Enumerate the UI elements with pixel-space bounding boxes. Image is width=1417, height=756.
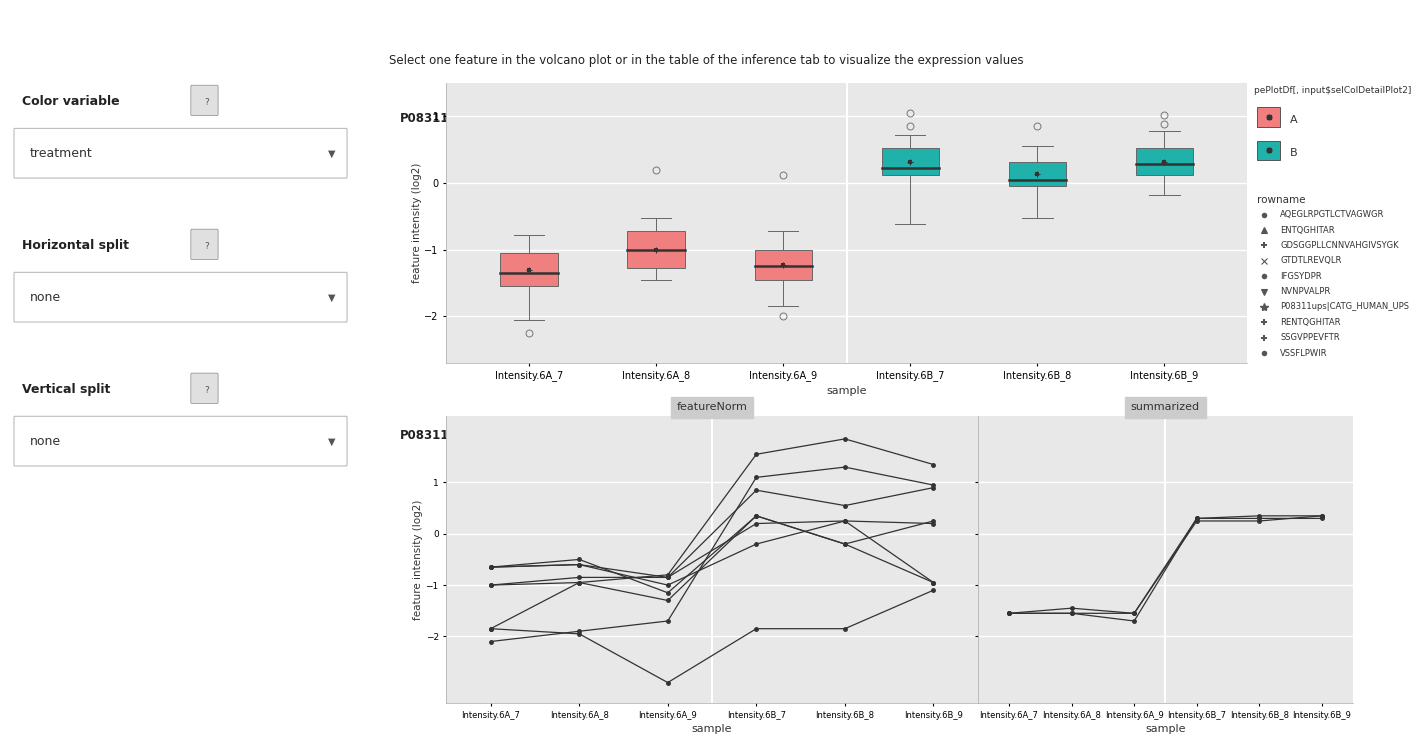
Text: Inference: Inference — [588, 11, 643, 25]
Text: ?: ? — [204, 98, 210, 107]
Text: ENTQGHITAR: ENTQGHITAR — [1280, 225, 1335, 234]
FancyBboxPatch shape — [191, 373, 218, 404]
Text: Select one feature in the volcano plot or in the table of the inference tab to v: Select one feature in the volcano plot o… — [390, 54, 1024, 67]
Text: P08311ups|CATG_HUMAN_UPS: P08311ups|CATG_HUMAN_UPS — [400, 429, 601, 442]
Text: ▼: ▼ — [327, 436, 336, 447]
Text: Summarization: Summarization — [376, 11, 465, 25]
Bar — [1136, 148, 1193, 175]
FancyBboxPatch shape — [14, 272, 347, 322]
FancyBboxPatch shape — [1257, 107, 1280, 126]
Text: treatment: treatment — [30, 147, 92, 160]
Text: Input: Input — [163, 11, 194, 25]
Bar — [1009, 162, 1066, 187]
Text: IFGSYDPR: IFGSYDPR — [1280, 271, 1322, 280]
Text: ?: ? — [204, 242, 210, 251]
Title: summarized: summarized — [1131, 402, 1200, 412]
Text: ?: ? — [204, 386, 210, 395]
Text: none: none — [30, 435, 61, 448]
Text: AQEGLRPGTLCTVAGWGR: AQEGLRPGTLCTVAGWGR — [1280, 210, 1384, 219]
Text: none: none — [30, 291, 61, 304]
FancyBboxPatch shape — [1257, 141, 1280, 160]
Text: A: A — [1289, 114, 1298, 125]
Text: VSSFLPWIR: VSSFLPWIR — [1280, 349, 1328, 358]
FancyBboxPatch shape — [14, 417, 347, 466]
FancyBboxPatch shape — [14, 129, 347, 178]
Text: Preprocessing: Preprocessing — [262, 11, 344, 25]
Text: GDSGGPLLCNNVAHGIVSYGK: GDSGGPLLCNNVAHGIVSYGK — [1280, 241, 1399, 250]
Text: P08311ups|CATG_HUMAN_UPS: P08311ups|CATG_HUMAN_UPS — [1280, 302, 1408, 311]
Text: NVNPVALPR: NVNPVALPR — [1280, 287, 1331, 296]
Y-axis label: feature intensity (log2): feature intensity (log2) — [411, 163, 422, 284]
Y-axis label: feature intensity (log2): feature intensity (log2) — [412, 499, 422, 620]
Bar — [754, 249, 812, 280]
FancyBboxPatch shape — [191, 229, 218, 259]
Text: B: B — [1289, 148, 1298, 158]
Bar — [881, 148, 939, 175]
X-axis label: sample: sample — [826, 386, 867, 395]
Text: SSGVPPEVFTR: SSGVPPEVFTR — [1280, 333, 1339, 342]
Text: Model: Model — [489, 11, 524, 25]
Text: ▼: ▼ — [327, 293, 336, 302]
Text: RENTQGHITAR: RENTQGHITAR — [1280, 318, 1340, 327]
Text: P08311ups|CATG_HUMAN_UPS: P08311ups|CATG_HUMAN_UPS — [400, 112, 601, 125]
Title: featureNorm: featureNorm — [676, 402, 748, 412]
X-axis label: sample: sample — [1145, 724, 1186, 734]
Text: Color variable: Color variable — [23, 95, 119, 108]
Bar — [500, 253, 557, 287]
Text: GTDTLREVQLR: GTDTLREVQLR — [1280, 256, 1342, 265]
Text: msqrob2 Shiny App: msqrob2 Shiny App — [11, 11, 163, 25]
FancyBboxPatch shape — [191, 85, 218, 116]
Text: DetailPlots: DetailPlots — [694, 11, 767, 25]
Text: Horizontal split: Horizontal split — [23, 239, 129, 253]
Text: Vertical split: Vertical split — [23, 383, 111, 396]
Text: pePlotDf[, input$selColDetailPlot2]: pePlotDf[, input$selColDetailPlot2] — [1254, 86, 1411, 95]
Bar — [628, 231, 684, 268]
Text: ▼: ▼ — [327, 149, 336, 159]
Text: rowname: rowname — [1257, 195, 1306, 205]
X-axis label: sample: sample — [691, 724, 733, 734]
